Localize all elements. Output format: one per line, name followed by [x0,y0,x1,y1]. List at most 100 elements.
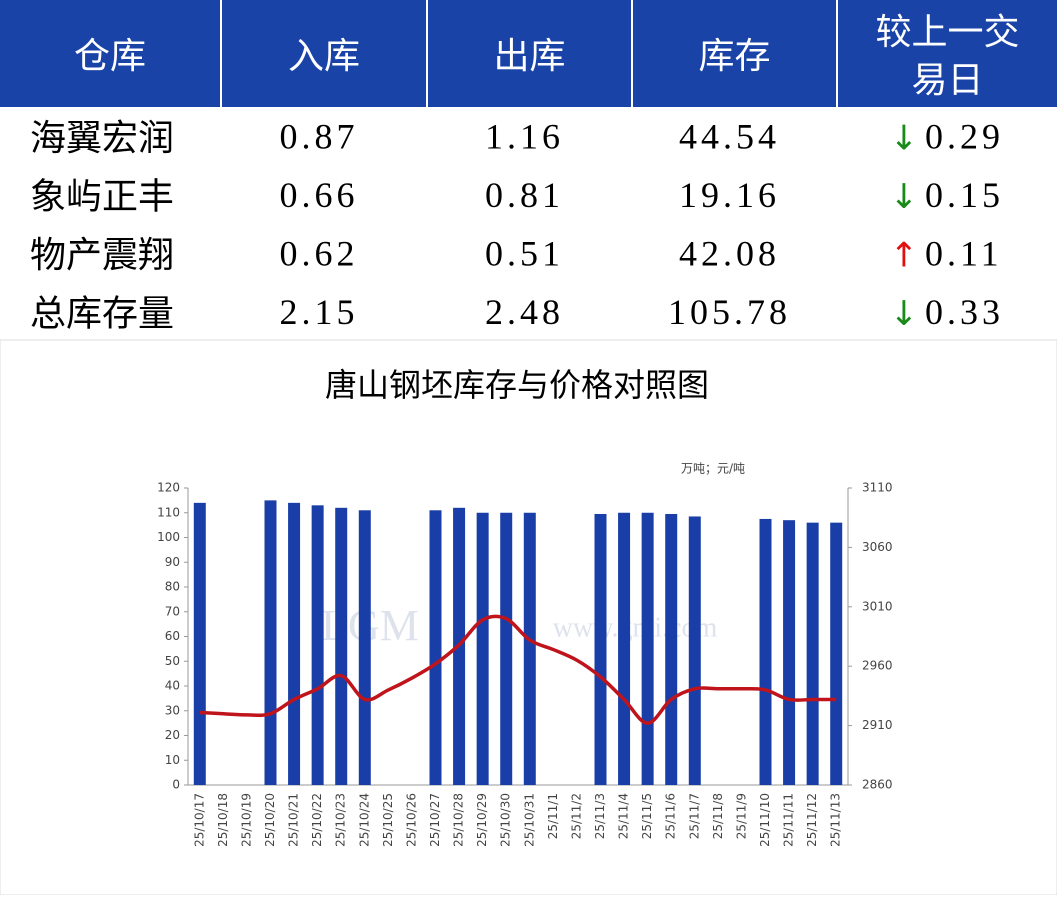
x-tick-label: 25/11/4 [617,793,631,839]
header-cell: 出库 [493,36,565,77]
change-value: 0.33 [925,292,1004,332]
header-cell: 仓库 [74,36,146,77]
cell-value: 42.08 [679,233,780,273]
bar [311,505,324,785]
bar [641,512,654,785]
cell-value: 1.16 [485,116,564,156]
x-tick-label: 25/11/2 [569,793,583,839]
y-tick-label: 40 [165,679,180,693]
bar [476,512,489,785]
header-separator [631,0,633,107]
price-line [199,614,837,725]
header-cell: 较上一交易日 [875,12,1019,101]
x-tick-label: 25/10/26 [404,793,418,847]
change-value: 0.15 [925,175,1004,215]
bar [193,502,206,785]
bar [665,513,678,785]
y2-tick-label: 3060 [862,540,893,554]
y-tick-label: 110 [157,505,180,519]
x-tick-label: 25/10/22 [310,793,324,847]
chart-title: 唐山钢坯库存与价格对照图 [325,366,709,404]
change-arrow: ↑ [890,236,919,276]
header-line: 易日 [911,60,983,101]
x-tick-label: 25/11/5 [640,793,654,839]
warehouse-name: 海翼宏润 [30,118,174,159]
y-tick-label: 60 [165,629,180,643]
x-tick-label: 25/10/30 [499,793,513,847]
x-tick-label: 25/10/19 [239,793,253,847]
cell-value: 0.66 [280,175,359,215]
x-tick-label: 25/11/12 [805,793,819,847]
x-tick-label: 25/11/1 [546,793,560,839]
unit-label: 万吨；元/吨 [681,462,745,476]
y-tick-label: 50 [165,654,180,668]
change-arrow: ↓ [890,294,919,334]
bar [783,520,796,785]
y2-tick-label: 3010 [862,599,893,613]
bar [335,507,348,785]
y2-tick-label: 2860 [862,778,893,792]
y2-tick-label: 2960 [862,659,893,673]
y-tick-label: 70 [165,604,180,618]
change-value: 0.29 [925,116,1004,156]
bar [759,518,772,785]
x-tick-label: 25/10/17 [192,793,206,847]
cell-value: 0.81 [485,175,564,215]
bar [429,510,442,785]
y-tick-label: 90 [165,555,180,569]
x-tick-label: 25/10/20 [263,793,277,847]
x-tick-label: 25/11/7 [687,793,701,839]
y-tick-label: 120 [157,481,180,495]
y-tick-label: 10 [165,753,180,767]
bar [830,522,843,785]
x-tick-label: 25/11/6 [664,793,678,839]
header-separator [836,0,838,107]
x-tick-label: 25/11/3 [593,793,607,839]
cell-value: 2.15 [280,292,359,332]
header-separator [220,0,222,107]
bar [618,512,631,785]
cell-value: 0.62 [280,233,359,273]
header-separator [426,0,428,107]
bar [594,513,607,785]
x-tick-label: 25/10/27 [428,793,442,847]
x-tick-label: 25/11/11 [782,793,796,847]
x-tick-label: 25/11/10 [758,793,772,847]
table-header-bg [0,0,1057,107]
warehouse-name: 总库存量 [30,294,174,335]
x-tick-label: 25/10/25 [381,793,395,847]
y2-tick-label: 3110 [862,481,893,495]
header-line: 较上一交 [875,12,1019,53]
cell-value: 2.48 [485,292,564,332]
header-cell: 库存 [698,36,770,77]
bar [288,502,301,785]
bar [264,500,277,785]
y2-tick-label: 2910 [862,718,893,732]
cell-value: 0.87 [280,116,359,156]
bar [523,512,536,785]
cell-value: 105.78 [668,292,791,332]
x-tick-label: 25/11/9 [734,793,748,839]
x-tick-label: 25/11/13 [829,793,843,847]
change-arrow: ↓ [890,119,919,159]
x-tick-label: 25/10/31 [522,793,536,847]
warehouse-name: 象屿正丰 [30,177,174,218]
change-value: 0.11 [925,233,1003,273]
change-arrow: ↓ [890,177,919,217]
y-tick-label: 80 [165,580,180,594]
cell-value: 19.16 [679,175,780,215]
cell-value: 44.54 [679,116,780,156]
warehouse-name: 物产震翔 [30,235,174,276]
x-tick-label: 25/10/21 [287,793,301,847]
bar [500,512,513,785]
cell-value: 0.51 [485,233,564,273]
bar [806,522,819,785]
x-tick-label: 25/10/24 [357,793,371,847]
bar [688,516,701,785]
x-tick-label: 25/10/28 [452,793,466,847]
y-tick-label: 0 [172,778,180,792]
y-tick-label: 30 [165,703,180,717]
x-tick-label: 25/10/29 [475,793,489,847]
x-tick-label: 25/10/18 [216,793,230,847]
